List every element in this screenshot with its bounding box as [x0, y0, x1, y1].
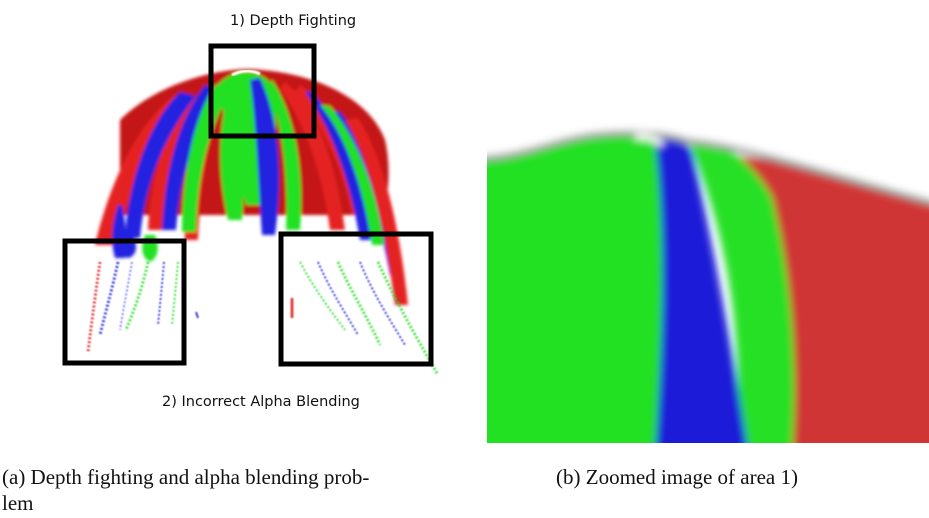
- annotation-alpha-blending: 2) Incorrect Alpha Blending: [162, 394, 360, 410]
- left-streaks: [86, 261, 179, 353]
- panel-b-svg: [487, 117, 929, 443]
- caption-a: (a) Depth fighting and alpha blending pr…: [2, 464, 472, 516]
- caption-a-text: (a) Depth fighting and alpha blending pr…: [2, 465, 370, 515]
- petal-green-right-1: [268, 80, 302, 230]
- petal-blue-right-1: [305, 92, 372, 240]
- zoom-blue-band: [647, 135, 747, 443]
- petal-green-right-2: [320, 105, 384, 245]
- caption-b: (b) Zoomed image of area 1): [556, 464, 916, 490]
- caption-b-text: (b) Zoomed image of area 1): [556, 465, 798, 489]
- zoom-rim: [487, 130, 929, 206]
- petal-blue-center: [250, 78, 280, 235]
- box-area-1: [208, 43, 317, 139]
- annotation-depth-fighting: 1) Depth Fighting: [230, 13, 356, 29]
- panel-a-render: 1) Depth Fighting: [0, 0, 470, 440]
- petal-red-right-1: [280, 82, 345, 230]
- zoom-sky: [487, 117, 929, 203]
- zoom-green-right-band: [687, 137, 795, 443]
- zoom-highlight: [634, 133, 665, 148]
- petal-red-left-2: [148, 95, 205, 230]
- zoom-content: [487, 117, 929, 443]
- petal-blue-left-2: [162, 85, 218, 230]
- panel-a-svg: 1) Depth Fighting: [62, 13, 440, 410]
- box-area-2-left: [62, 238, 187, 366]
- petal-green-left-1: [182, 85, 232, 232]
- box-area-2-right: [278, 231, 434, 367]
- dome-highlight: [231, 69, 261, 77]
- petal-group: [95, 69, 408, 305]
- panel-b-zoom: [487, 117, 929, 443]
- zoom-green-left-band: [487, 135, 663, 443]
- petal-blue-left-1: [125, 92, 196, 238]
- petal-red-outer-right: [345, 118, 408, 305]
